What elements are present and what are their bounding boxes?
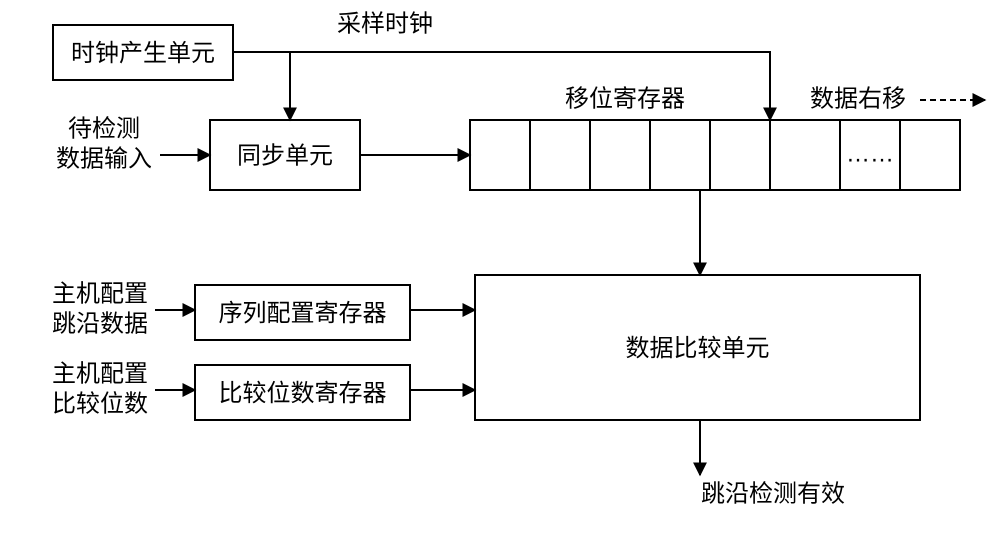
clock_gen-label: 时钟产生单元 bbox=[71, 40, 215, 67]
cmp_bits_reg-box: 比较位数寄存器 bbox=[195, 365, 410, 420]
clock_gen-box: 时钟产生单元 bbox=[53, 25, 233, 80]
conn-clock_gen.right bbox=[233, 52, 770, 120]
sync_unit-box: 同步单元 bbox=[210, 120, 360, 190]
label-detect_valid: 跳沿检测有效 bbox=[701, 480, 845, 507]
label-host_bits_l1: 主机配置 bbox=[52, 360, 148, 387]
label-ellipsis: …… bbox=[846, 140, 894, 167]
label-sample_clock: 采样时钟 bbox=[337, 10, 433, 37]
label-host_edge_l1: 主机配置 bbox=[52, 280, 148, 307]
label-input_l2: 数据输入 bbox=[56, 145, 152, 172]
data_cmp-box: 数据比较单元 bbox=[475, 275, 920, 420]
label-shift_reg_lbl: 移位寄存器 bbox=[565, 85, 685, 112]
label-input_l1: 待检测 bbox=[68, 115, 140, 142]
seq_cfg_reg-box: 序列配置寄存器 bbox=[195, 285, 410, 340]
seq_cfg_reg-label: 序列配置寄存器 bbox=[219, 300, 387, 327]
cmp_bits_reg-label: 比较位数寄存器 bbox=[219, 380, 387, 407]
label-data_right: 数据右移 bbox=[810, 85, 906, 112]
data_cmp-label: 数据比较单元 bbox=[626, 335, 770, 362]
sync_unit-label: 同步单元 bbox=[237, 142, 333, 169]
label-host_bits_l2: 比较位数 bbox=[52, 390, 148, 417]
label-host_edge_l2: 跳沿数据 bbox=[52, 310, 148, 337]
